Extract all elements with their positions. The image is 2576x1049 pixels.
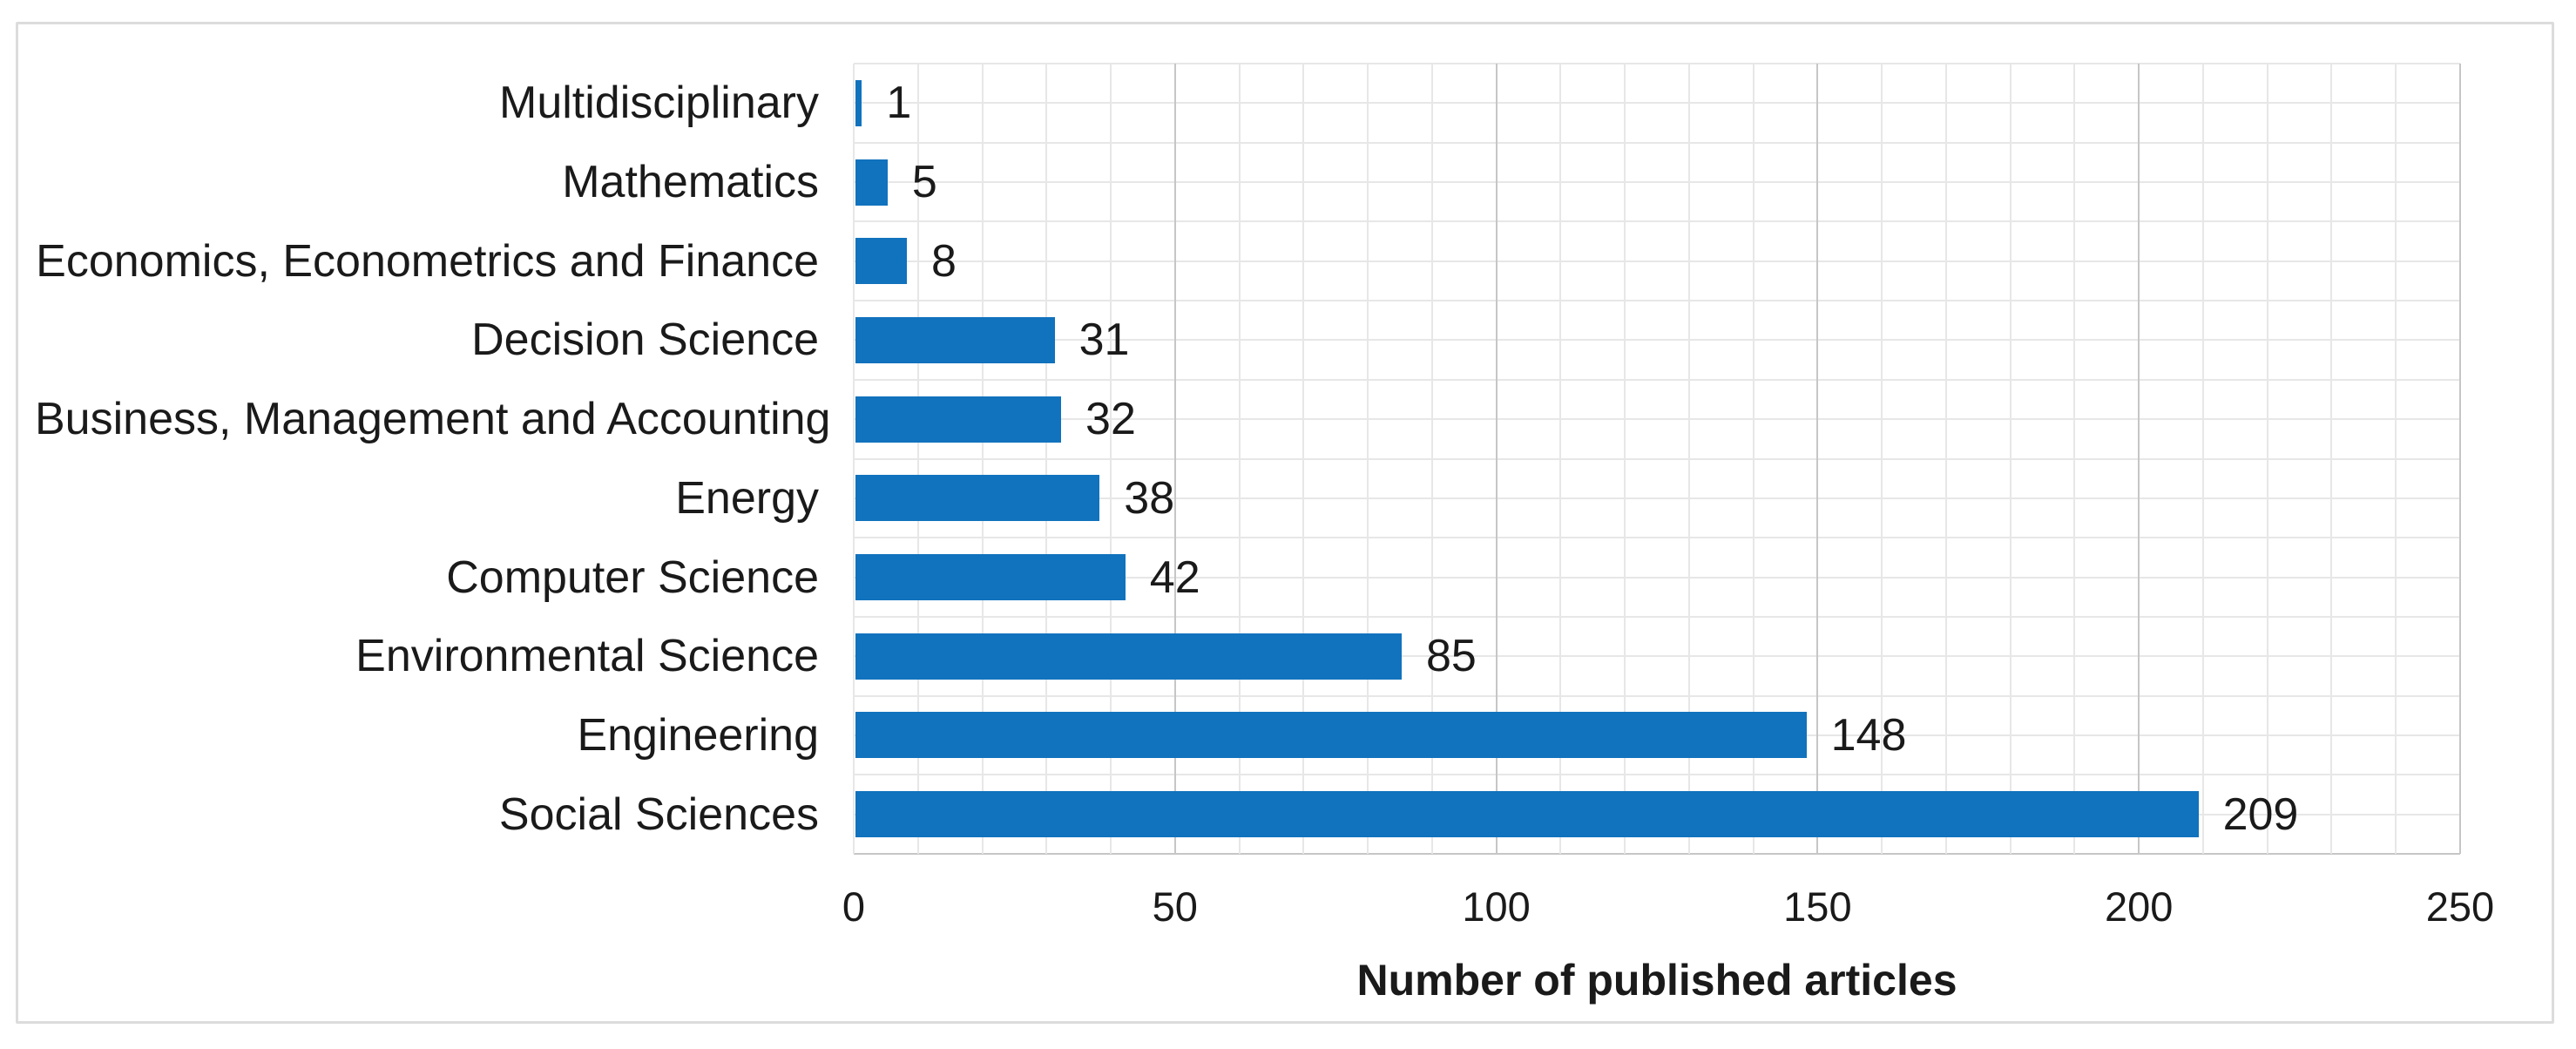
category-label: Social Sciences <box>498 788 819 840</box>
bar-value-label: 5 <box>911 157 937 208</box>
x-tick-label: 100 <box>1462 883 1531 930</box>
horizontal-gridline <box>854 774 2460 776</box>
bar <box>855 475 1100 522</box>
vertical-gridline <box>1238 64 1241 854</box>
vertical-gridline <box>2459 64 2461 854</box>
vertical-gridline <box>1624 64 1626 854</box>
horizontal-gridline <box>854 497 2460 499</box>
vertical-gridline <box>1110 64 1112 854</box>
vertical-gridline <box>853 64 855 854</box>
vertical-gridline <box>2266 64 2268 854</box>
vertical-gridline <box>1430 64 1433 854</box>
vertical-gridline <box>2138 64 2140 854</box>
bar <box>855 79 862 126</box>
category-label: Business, Management and Accounting <box>35 394 831 445</box>
category-label: Engineering <box>577 709 819 761</box>
horizontal-gridline <box>854 537 2460 539</box>
bar-value-label: 42 <box>1149 552 1200 603</box>
vertical-gridline <box>1816 64 1819 854</box>
vertical-gridline <box>1687 64 1690 854</box>
horizontal-gridline <box>854 63 2460 64</box>
vertical-gridline <box>1495 64 1498 854</box>
vertical-gridline <box>1752 64 1755 854</box>
category-label: Economics, Econometrics and Finance <box>36 235 819 287</box>
bar <box>855 554 1126 601</box>
bar <box>855 396 1062 443</box>
category-label: Mathematics <box>562 157 819 208</box>
horizontal-gridline <box>854 339 2460 342</box>
vertical-gridline <box>1559 64 1562 854</box>
bar <box>855 712 1807 759</box>
category-label: Environmental Science <box>355 631 819 682</box>
x-tick-label: 200 <box>2104 883 2174 930</box>
vertical-gridline <box>2201 64 2204 854</box>
vertical-gridline <box>1367 64 1369 854</box>
vertical-gridline <box>916 64 919 854</box>
horizontal-gridline <box>854 300 2460 302</box>
vertical-gridline <box>1881 64 1883 854</box>
bar-value-label: 8 <box>931 235 957 287</box>
horizontal-gridline <box>854 102 2460 105</box>
vertical-gridline <box>981 64 984 854</box>
horizontal-gridline <box>854 181 2460 184</box>
bar-value-label: 209 <box>2222 788 2299 840</box>
bar-value-label: 148 <box>1830 709 1907 761</box>
vertical-gridline <box>1944 64 1947 854</box>
category-label: Energy <box>675 472 819 524</box>
bar-value-label: 38 <box>1124 472 1175 524</box>
vertical-gridline <box>1173 64 1176 854</box>
horizontal-gridline <box>854 141 2460 144</box>
x-tick-label: 150 <box>1783 883 1852 930</box>
horizontal-gridline <box>854 694 2460 697</box>
category-label: Multidisciplinary <box>499 78 819 129</box>
vertical-gridline <box>2073 64 2076 854</box>
category-label: Computer Science <box>446 552 819 603</box>
vertical-gridline <box>2009 64 2011 854</box>
horizontal-gridline <box>854 615 2460 618</box>
horizontal-gridline <box>854 853 2460 855</box>
bar <box>855 791 2199 838</box>
x-tick-label: 250 <box>2425 883 2495 930</box>
horizontal-gridline <box>854 655 2460 658</box>
x-tick-label: 0 <box>842 883 866 930</box>
bar-value-label: 85 <box>1425 631 1477 682</box>
horizontal-gridline <box>854 457 2460 460</box>
horizontal-gridline <box>854 576 2460 579</box>
bar <box>855 633 1402 680</box>
bar-value-label: 31 <box>1078 315 1130 366</box>
bar <box>855 238 907 285</box>
x-axis-title: Number of published articles <box>1356 956 1957 1005</box>
vertical-gridline <box>2330 64 2333 854</box>
horizontal-gridline <box>854 378 2460 381</box>
figure-border <box>16 22 2554 1024</box>
vertical-gridline <box>1045 64 1048 854</box>
category-label: Decision Science <box>471 315 819 366</box>
bar <box>855 159 888 206</box>
bar <box>855 316 1055 363</box>
vertical-gridline <box>2395 64 2397 854</box>
x-tick-label: 50 <box>1152 883 1198 930</box>
vertical-gridline <box>1302 64 1305 854</box>
horizontal-gridline <box>854 260 2460 262</box>
horizontal-gridline <box>854 220 2460 223</box>
bar-value-label: 1 <box>886 78 912 129</box>
bar-value-label: 32 <box>1085 394 1136 445</box>
horizontal-gridline <box>854 418 2460 421</box>
